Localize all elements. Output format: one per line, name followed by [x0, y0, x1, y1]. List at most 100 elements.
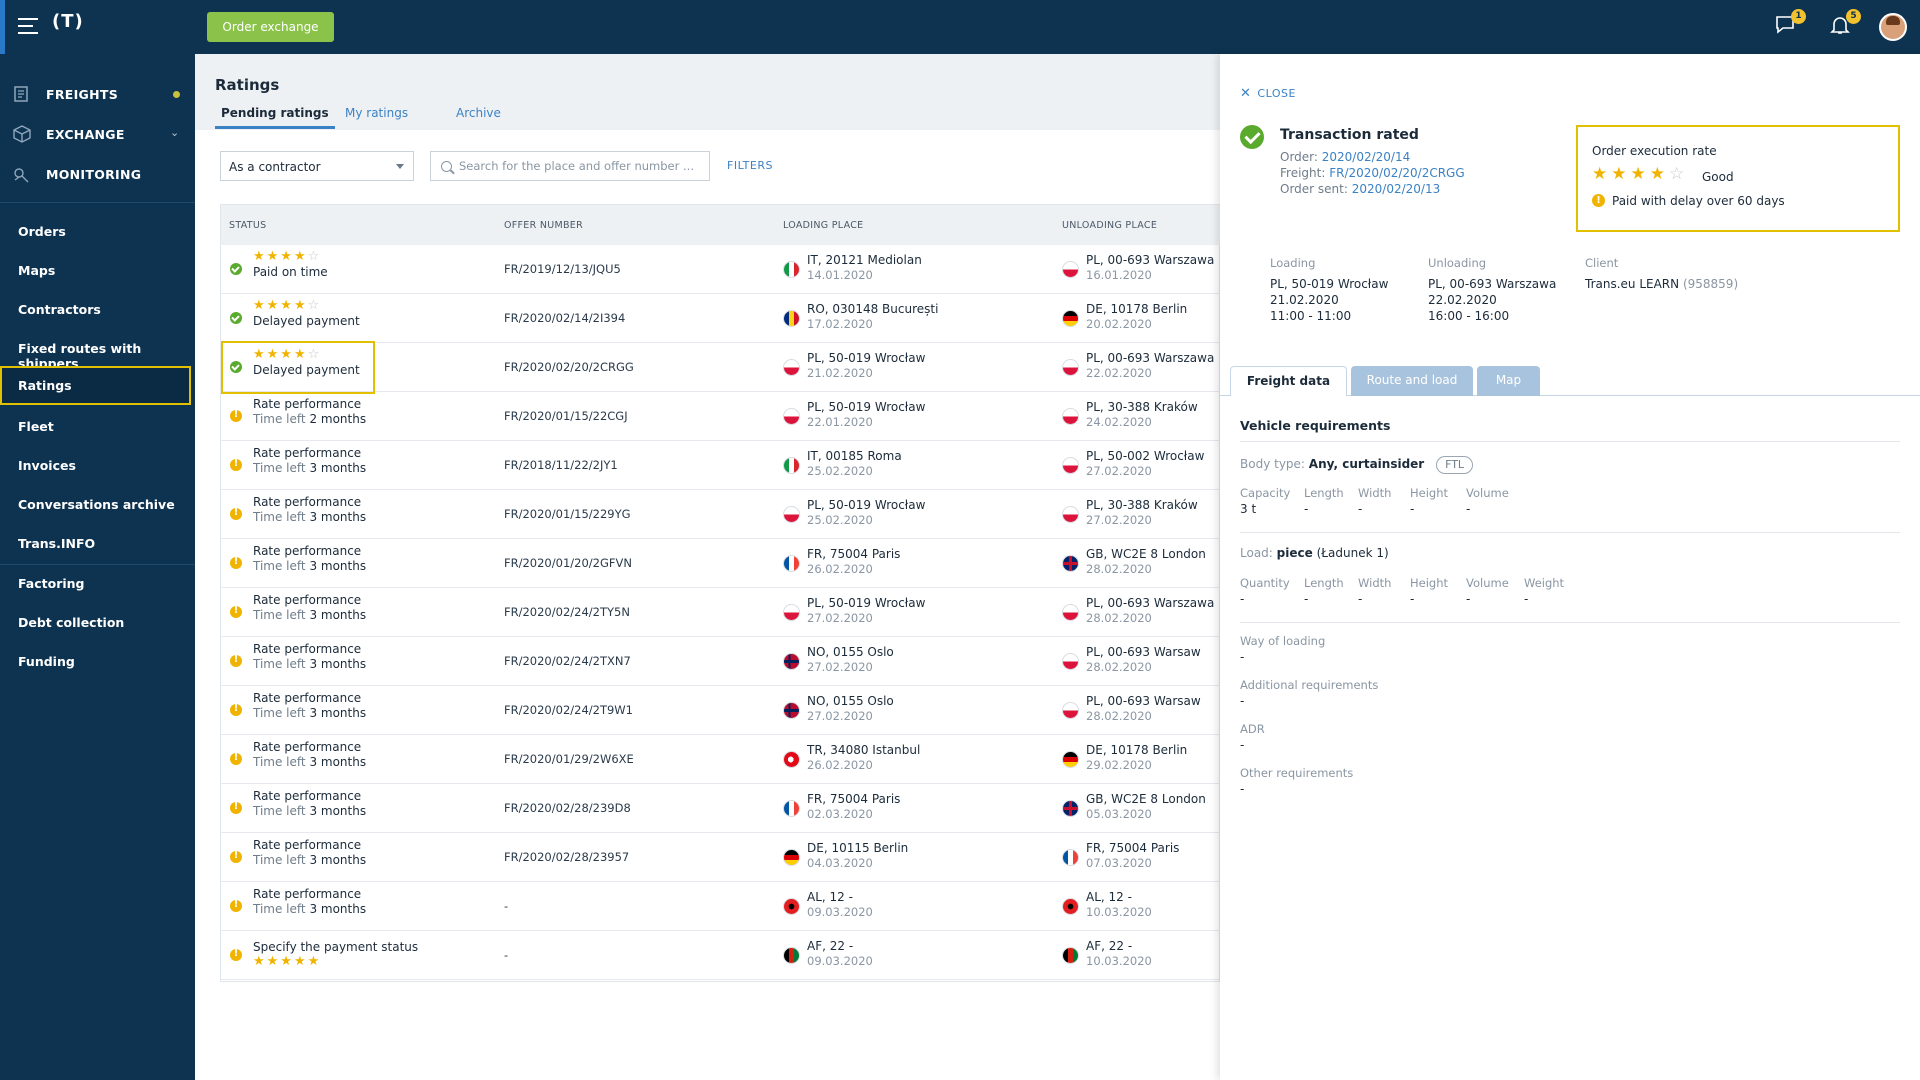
column-header-offer-number[interactable]: OFFER NUMBER — [504, 220, 584, 231]
rate-label: Good — [1702, 170, 1734, 184]
sidebar-item-trans-info[interactable]: Trans.INFO — [0, 524, 195, 563]
filters-link[interactable]: FILTERS — [727, 159, 773, 172]
loading-place-date: 22.01.2020 — [807, 415, 873, 429]
logo[interactable]: (T) — [52, 11, 84, 32]
other-requirements-label: Other requirements — [1240, 766, 1354, 780]
tab-map[interactable]: Map — [1477, 366, 1540, 396]
sidebar-item-maps[interactable]: Maps — [0, 251, 195, 290]
tab-my-ratings[interactable]: My ratings — [345, 106, 409, 120]
table-row[interactable]: ★★★★☆ Delayed payment FR/2020/02/14/2I394 R… — [221, 294, 1221, 343]
order-exchange-button[interactable]: Order exchange — [207, 12, 334, 42]
role-select[interactable]: As a contractor — [220, 151, 414, 181]
status-text[interactable]: Rate performance — [253, 838, 362, 852]
avatar[interactable] — [1879, 13, 1907, 41]
column-header-status[interactable]: STATUS — [229, 220, 267, 231]
loading-place-address: IT, 00185 Roma — [807, 449, 902, 463]
status-text[interactable]: Rate performance — [253, 740, 362, 754]
status-text[interactable]: Rate performance — [253, 642, 362, 656]
status-text[interactable]: Rate performance — [253, 397, 362, 411]
check-circle-icon — [230, 361, 242, 373]
load-label: Load: — [1240, 546, 1273, 560]
table-row[interactable]: ★★★★☆ Delayed payment FR/2020/02/20/2CRGG P… — [221, 343, 1221, 392]
bell-icon[interactable]: 5 — [1829, 9, 1861, 37]
column-header-loading-place[interactable]: LOADING PLACE — [783, 220, 864, 231]
loading-place-date: 14.01.2020 — [807, 268, 873, 282]
status-text[interactable]: Rate performance — [253, 789, 362, 803]
tab-freight-data[interactable]: Freight data — [1230, 366, 1347, 396]
unloading-place-date: 22.02.2020 — [1086, 366, 1152, 380]
freight-link[interactable]: FR/2020/02/20/2CRGG — [1329, 166, 1465, 180]
rating-stars: ★★★★☆ — [253, 347, 322, 362]
sidebar-item-fleet[interactable]: Fleet — [0, 407, 195, 446]
status-text[interactable]: Rate performance — [253, 544, 362, 558]
time-left: Time left 3 months — [253, 853, 367, 867]
status-text[interactable]: Rate performance — [253, 446, 362, 460]
warning-icon — [230, 703, 242, 716]
sidebar-item-label: EXCHANGE — [46, 127, 125, 142]
load-length-label: Length — [1304, 576, 1344, 590]
search-input[interactable] — [459, 158, 699, 174]
status-text[interactable]: Rate performance — [253, 495, 362, 509]
unloading-place-date: 28.02.2020 — [1086, 611, 1152, 625]
status-text[interactable]: Rate performance — [253, 593, 362, 607]
menu-icon[interactable] — [18, 18, 38, 34]
sidebar-item-conversations-archive[interactable]: Conversations archive — [0, 485, 195, 524]
capacity-label: Capacity — [1240, 486, 1291, 500]
top-bar-accent — [0, 0, 5, 54]
sidebar-item-freights[interactable]: FREIGHTS — [0, 74, 195, 114]
status-text[interactable]: Specify the payment status — [253, 940, 419, 954]
table-row[interactable]: ★★★★☆ Paid on time FR/2019/12/13/JQU5 IT, 2… — [221, 245, 1221, 294]
sidebar-item-invoices[interactable]: Invoices — [0, 446, 195, 485]
status-text[interactable]: Rate performance — [253, 887, 362, 901]
status-text[interactable]: Rate performance — [253, 691, 362, 705]
client-name[interactable]: Trans.eu LEARN — [1585, 277, 1680, 291]
tab-archive[interactable]: Archive — [456, 106, 501, 120]
volume-label: Volume — [1466, 486, 1509, 500]
sidebar-item-debt-collection[interactable]: Debt collection — [0, 603, 195, 642]
search-field[interactable] — [430, 151, 710, 181]
check-circle-icon — [230, 312, 242, 324]
sidebar-item-monitoring[interactable]: MONITORING — [0, 154, 195, 194]
unloading-place-date: 27.02.2020 — [1086, 464, 1152, 478]
sidebar-item-exchange[interactable]: EXCHANGE ⌄ — [0, 114, 195, 154]
time-left: Time left 3 months — [253, 510, 367, 524]
flag-icon — [1062, 898, 1079, 915]
sidebar-item-orders[interactable]: Orders — [0, 212, 195, 251]
order-info: Order: 2020/02/20/14 — [1280, 150, 1410, 164]
sidebar-item-label: Funding — [18, 654, 75, 669]
tab-route-and-load[interactable]: Route and load — [1351, 366, 1473, 396]
highlight-box — [221, 341, 375, 394]
sidebar-item-ratings[interactable]: Ratings — [0, 366, 191, 405]
table-row[interactable]: Specify the payment status★★★★★ - AF, 22 -… — [221, 931, 1221, 980]
rating-stars-input[interactable]: ★★★★★ — [253, 954, 322, 969]
sidebar-item-fixed-routes[interactable]: Fixed routes with shippers — [0, 329, 195, 371]
order-sent-link[interactable]: 2020/02/20/13 — [1351, 182, 1441, 196]
sidebar-item-funding[interactable]: Funding — [0, 642, 195, 681]
chevron-down-icon[interactable]: ⌄ — [170, 126, 180, 139]
load-volume-label: Volume — [1466, 576, 1509, 590]
loading-place-date: 26.02.2020 — [807, 758, 873, 772]
close-icon: ✕ — [1240, 86, 1252, 101]
flag-icon — [1062, 751, 1079, 768]
column-header-unloading-place[interactable]: UNLOADING PLACE — [1062, 220, 1158, 231]
flag-icon — [1062, 653, 1079, 670]
order-sent-label: Order sent: — [1280, 182, 1348, 196]
messages-icon[interactable]: 1 — [1774, 9, 1806, 37]
sidebar-item-factoring[interactable]: Factoring — [0, 564, 195, 603]
tab-pending-ratings[interactable]: Pending ratings — [215, 106, 335, 129]
close-button[interactable]: ✕ CLOSE — [1240, 86, 1296, 101]
sidebar-item-contractors[interactable]: Contractors — [0, 290, 195, 329]
unloading-place-date: 10.03.2020 — [1086, 954, 1152, 968]
order-link[interactable]: 2020/02/20/14 — [1321, 150, 1411, 164]
